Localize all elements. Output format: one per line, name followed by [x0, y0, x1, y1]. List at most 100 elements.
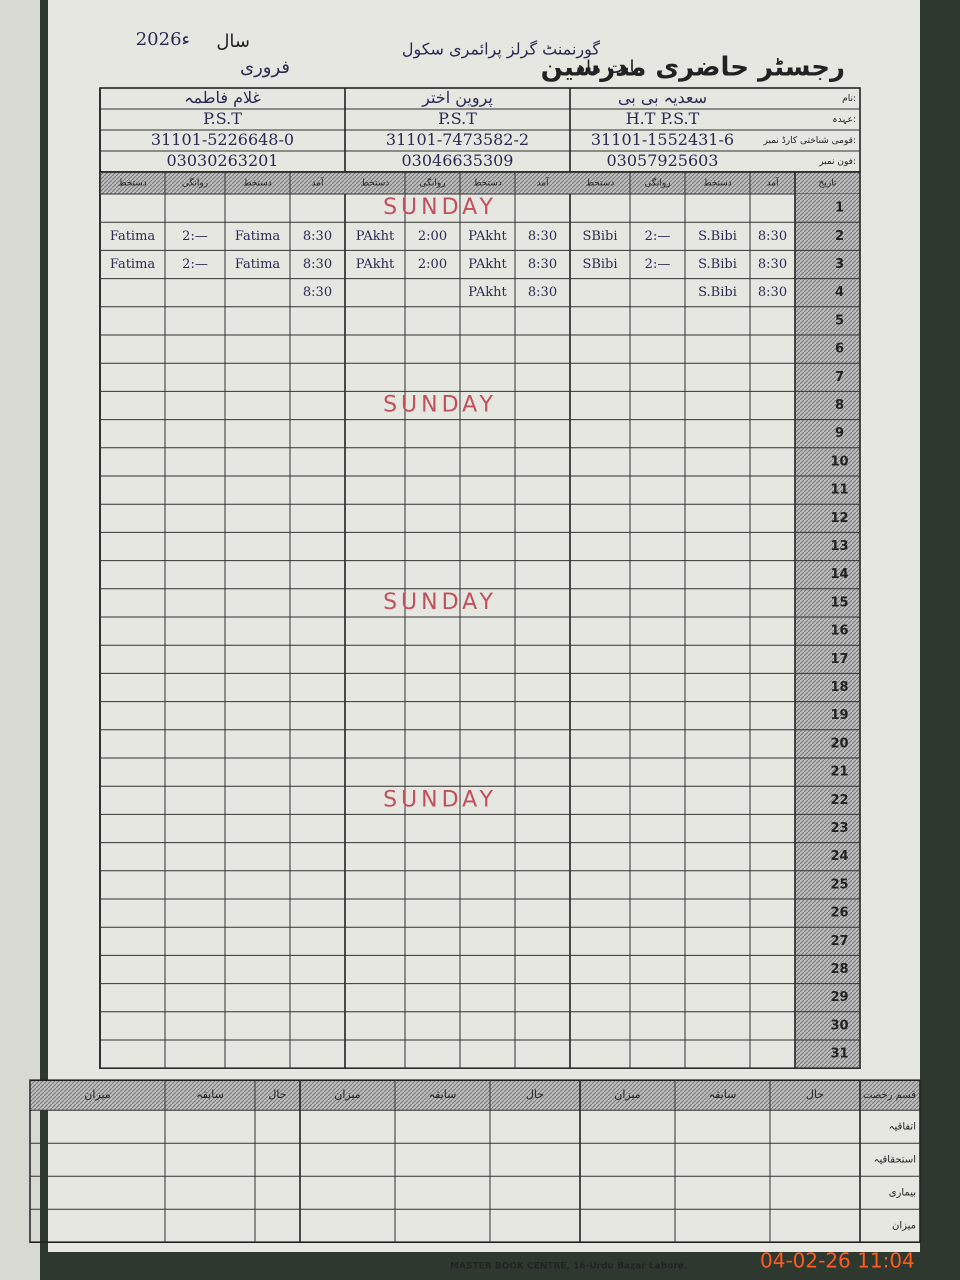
date-number: 9	[835, 426, 844, 441]
column-header: دستخط	[586, 179, 615, 189]
entry-departure-sign: Fatima	[110, 257, 156, 272]
date-number: 2	[835, 229, 844, 244]
entry-arrival: 8:30	[758, 229, 787, 244]
date-number: 7	[835, 370, 844, 385]
entry-arrival-sign: PAkht	[468, 229, 507, 244]
entry-arrival: 8:30	[303, 257, 332, 272]
teacher-post: H.T P.S.T	[626, 109, 700, 128]
teacher-phone: 03030263201	[167, 151, 279, 170]
date-number: 13	[830, 539, 848, 554]
register-title: رجسٹر حاضری مدرسین	[541, 53, 845, 83]
entry-arrival-sign: Fatima	[235, 229, 281, 244]
entry-arrival: 8:30	[528, 285, 557, 300]
teacher-cnic: 31101-5226648-0	[151, 130, 294, 149]
date-number: 5	[835, 313, 844, 328]
sunday-note: SUNDAY	[383, 590, 497, 615]
date-number: 27	[830, 934, 848, 949]
teacher-cnic: 31101-1552431-6	[591, 130, 734, 149]
entry-arrival: 8:30	[303, 229, 332, 244]
leave-column-header: حال	[268, 1088, 286, 1101]
date-number: 12	[830, 511, 848, 526]
leave-column-header: حال	[526, 1088, 544, 1101]
date-number: 24	[830, 849, 848, 864]
entry-departure: 2:—	[182, 257, 208, 272]
date-number: 3	[835, 257, 844, 272]
teacher-post: P.S.T	[438, 109, 477, 128]
month: فروری	[240, 57, 290, 78]
entry-arrival: 8:30	[528, 229, 557, 244]
date-number: 6	[835, 342, 844, 357]
leave-type: اتفاقیہ	[889, 1122, 916, 1133]
sunday-note: SUNDAY	[383, 195, 497, 220]
leave-column-header: میزان	[614, 1088, 641, 1101]
entry-departure: 2:—	[645, 257, 671, 272]
entry-departure: 2:00	[418, 257, 447, 272]
date-number: 16	[830, 624, 848, 639]
publisher-footer: MASTER BOOK CENTRE, 16-Urdu Bazar Lahore…	[450, 1262, 687, 1272]
date-number: 14	[830, 567, 848, 582]
date-number: 18	[830, 680, 848, 695]
entry-arrival: 8:30	[758, 285, 787, 300]
teacher-post: P.S.T	[203, 109, 242, 128]
column-header: دستخط	[703, 179, 732, 189]
entry-departure-sign: PAkht	[356, 257, 395, 272]
column-header: روانگی	[644, 177, 670, 189]
column-header: آمد	[311, 177, 324, 189]
column-header: دستخط	[118, 179, 147, 189]
teacher-phone: 03057925603	[607, 151, 719, 170]
date-number: 17	[830, 652, 848, 667]
entry-departure-sign: SBibi	[582, 229, 617, 244]
month-label: بابت ماہ	[575, 57, 640, 78]
date-number: 25	[830, 877, 848, 892]
leave-column-header: میزان	[84, 1088, 111, 1101]
leave-column-header: سابقہ	[196, 1088, 224, 1101]
teacher-name: غلام فاطمہ	[184, 88, 261, 107]
leave-type: استحقاقیہ	[874, 1155, 916, 1166]
info-label: نام:	[842, 94, 856, 104]
column-header: دستخط	[243, 179, 272, 189]
sunday-note: SUNDAY	[383, 787, 497, 812]
year-label: سال	[216, 31, 250, 52]
date-header: تاریخ	[819, 179, 837, 189]
teacher-cnic: 31101-7473582-2	[386, 130, 529, 149]
leave-type-header: قسم رخصت	[863, 1090, 916, 1101]
date-number: 22	[830, 793, 848, 808]
column-header: دستخط	[361, 179, 390, 189]
entry-departure-sign: PAkht	[356, 229, 395, 244]
date-number: 20	[830, 736, 848, 751]
leave-column-header: میزان	[334, 1088, 361, 1101]
date-number: 11	[830, 483, 848, 498]
date-column	[795, 194, 860, 1069]
date-number: 29	[830, 990, 848, 1005]
date-number: 28	[830, 962, 848, 977]
school-name: گورنمنٹ گرلز پرائمری سکول	[402, 40, 601, 59]
leave-column-header: سابقہ	[429, 1088, 457, 1101]
column-header: دستخط	[473, 179, 502, 189]
leave-column-header: حال	[806, 1088, 824, 1101]
date-number: 19	[830, 708, 848, 723]
date-number: 15	[830, 595, 848, 610]
date-number: 21	[830, 765, 848, 780]
leave-type: میزان	[892, 1221, 916, 1232]
column-header: آمد	[536, 177, 549, 189]
date-number: 10	[830, 454, 848, 469]
leave-header-band	[30, 1080, 920, 1111]
entry-departure: 2:—	[645, 229, 671, 244]
entry-arrival-sign: PAkht	[468, 285, 507, 300]
date-number: 26	[830, 906, 848, 921]
teacher-name: سعدیہ بی بی	[618, 88, 707, 107]
entry-arrival: 8:30	[303, 285, 332, 300]
date-number: 1	[835, 201, 844, 216]
entry-arrival: 8:30	[528, 257, 557, 272]
date-number: 31	[830, 1047, 848, 1062]
entry-arrival-sign: S.Bibi	[698, 229, 737, 244]
teacher-name: پروین اختر	[421, 88, 493, 107]
facing-page	[0, 0, 40, 1280]
leave-column-header: سابقہ	[709, 1088, 737, 1101]
entry-arrival-sign: Fatima	[235, 257, 281, 272]
paper	[48, 0, 920, 1252]
column-header: آمد	[766, 177, 779, 189]
photo-timestamp: 04-02-26 11:04	[760, 1249, 915, 1273]
info-label: فون نمبر:	[818, 157, 856, 167]
